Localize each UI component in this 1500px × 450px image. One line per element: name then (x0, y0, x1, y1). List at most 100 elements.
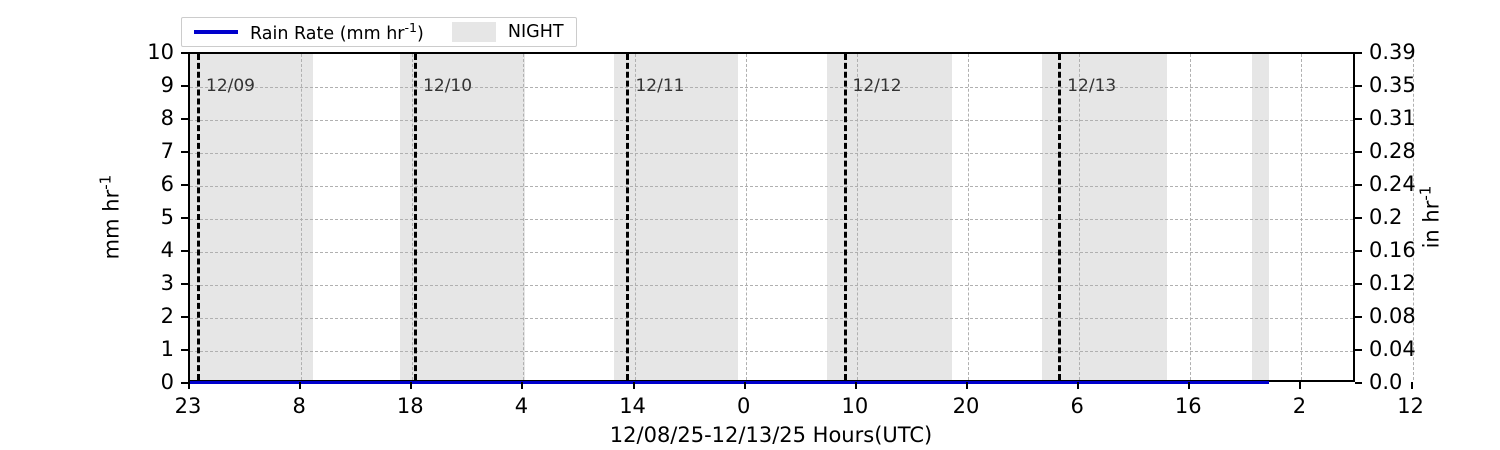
y-axis-right-tick-label: 0.16 (1369, 238, 1416, 262)
night-band (1251, 54, 1270, 380)
y-axis-right-tick-label: 0.08 (1369, 304, 1416, 328)
vertical-gridline (856, 54, 858, 380)
x-axis-tick-label: 10 (841, 394, 869, 418)
legend-label-night: NIGHT (507, 22, 564, 42)
vertical-gridline (301, 54, 303, 380)
x-axis-tick (299, 382, 302, 389)
night-band (613, 54, 739, 380)
y-axis-left-tick-label: 6 (160, 172, 174, 196)
y-axis-left-tick-label: 3 (160, 271, 174, 295)
night-band (190, 54, 313, 380)
y-axis-right-tick (1355, 85, 1362, 87)
y-axis-left-tick (181, 52, 188, 54)
gridlines (190, 54, 1414, 380)
vertical-gridline (1301, 54, 1303, 380)
x-axis-tick-label: 18 (396, 394, 424, 418)
horizontal-gridline (190, 351, 1353, 352)
plot-area: 12/09 12/10 12/11 12/12 12/13 (188, 52, 1414, 384)
x-axis-tick (854, 382, 857, 389)
horizontal-gridline (190, 120, 1353, 121)
x-axis-tick (743, 382, 746, 389)
x-axis-tick-label: 2 (1292, 394, 1307, 418)
horizontal-gridline (190, 318, 1353, 319)
y-axis-left-tick-label: 10 (147, 40, 174, 64)
y-axis-left-tick (181, 85, 188, 87)
date-label: 12/10 (423, 76, 473, 96)
day-boundary-line (197, 54, 200, 380)
vertical-gridline (634, 54, 636, 380)
y-axis-left-tick (181, 316, 188, 318)
y-axis-left-tick-label: 7 (160, 139, 174, 163)
y-axis-left-tick-label: 1 (160, 337, 174, 361)
y-axis-right: 0.0 0.04 0.08 0.12 0.16 0.2 0.24 0.28 0.31 0.35 0.… (1355, 40, 1500, 394)
y-axis-left-tick (181, 382, 188, 384)
y-axis-right-tick (1355, 382, 1362, 384)
y-axis-right-tick (1355, 349, 1362, 351)
date-label: 12/13 (1067, 76, 1117, 96)
y-axis-left-tick-label: 2 (160, 304, 174, 328)
legend-item-rain-rate: Rain Rate (mm hr-1) (194, 20, 424, 44)
y-axis-left-tick-label: 8 (160, 106, 174, 130)
y-axis-right-tick-label: 0.28 (1369, 139, 1416, 163)
date-label: 12/12 (852, 76, 902, 96)
horizontal-gridline (190, 186, 1353, 187)
day-boundary-lines (190, 54, 1353, 380)
y-axis-right-tick (1355, 316, 1362, 318)
y-axis-left-tick (181, 217, 188, 219)
x-axis-tick (1188, 382, 1191, 389)
legend-line-swatch-icon (194, 29, 238, 34)
date-label: 12/11 (635, 76, 685, 96)
x-axis-tick (521, 382, 524, 389)
vertical-gridline (412, 54, 414, 380)
y-axis-left-tick (181, 250, 188, 252)
x-axis-tick-label: 16 (1174, 394, 1202, 418)
y-axis-right-tick-label: 0.39 (1369, 40, 1416, 64)
x-axis-tick-label: 0 (737, 394, 751, 418)
x-axis: 2381841401020616212228 (175, 382, 1424, 422)
x-axis-tick-label: 12 (1397, 394, 1424, 418)
vertical-gridline (745, 54, 747, 380)
horizontal-gridline (190, 285, 1353, 286)
y-axis-left-tick-label: 9 (160, 73, 174, 97)
y-axis-left-tick (181, 184, 188, 186)
y-axis-left-tick (181, 283, 188, 285)
date-label: 12/09 (206, 76, 255, 96)
vertical-gridline (968, 54, 969, 380)
night-band (827, 54, 953, 380)
y-axis-right-tick-label: 0.35 (1369, 73, 1416, 97)
night-shading-bands (190, 54, 1353, 380)
y-axis-right-tick-label: 0.2 (1369, 205, 1403, 229)
y-axis-left-tick-label: 5 (160, 205, 174, 229)
vertical-gridline (523, 54, 525, 380)
vertical-gridline (1079, 54, 1081, 380)
y-axis-right-tick-label: 0.04 (1369, 337, 1416, 361)
x-axis-tick (410, 382, 413, 389)
series-layer (190, 54, 1353, 384)
y-axis-right-title: in hr-1 (1416, 185, 1444, 249)
y-axis-right-tick-label: 0.31 (1369, 106, 1416, 130)
day-boundary-line (414, 54, 418, 380)
y-axis-left-tick-label: 0 (160, 370, 174, 394)
x-axis-tick-label: 8 (292, 394, 306, 418)
x-axis-tick (966, 382, 968, 389)
y-axis-left-tick (181, 349, 188, 351)
y-axis-left-tick (181, 151, 188, 153)
legend-label-rain-rate: Rain Rate (mm hr-1) (250, 20, 424, 44)
y-axis-right-tick (1355, 283, 1362, 285)
x-axis-tick-label: 23 (174, 394, 202, 418)
x-axis-tick (1410, 382, 1413, 389)
day-boundary-line (626, 54, 630, 380)
y-axis-right-tick (1355, 184, 1362, 186)
chart-legend: Rain Rate (mm hr-1) NIGHT (181, 17, 577, 47)
legend-patch-swatch-icon (451, 22, 496, 42)
legend-item-night: NIGHT (451, 22, 564, 42)
x-axis-tick-label: 6 (1070, 394, 1084, 418)
day-boundary-labels: 12/09 12/10 12/11 12/12 12/13 (190, 54, 1353, 380)
y-axis-right-tick (1355, 118, 1362, 120)
y-axis-left: 0 1 2 3 4 5 6 7 8 9 10 (0, 40, 188, 394)
x-axis-tick-label: 4 (514, 394, 529, 418)
y-axis-left-title: mm hr-1 (96, 174, 124, 260)
horizontal-gridline (190, 219, 1353, 220)
y-axis-right-tick-label: 0.12 (1369, 271, 1416, 295)
